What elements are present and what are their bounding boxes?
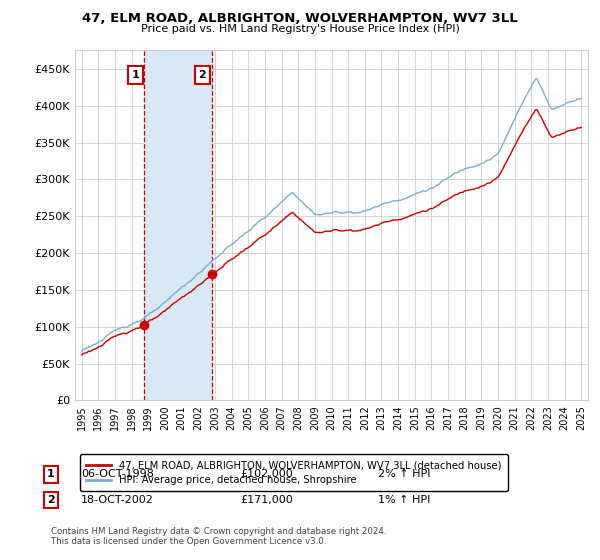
Legend: 47, ELM ROAD, ALBRIGHTON, WOLVERHAMPTON, WV7 3LL (detached house), HPI: Average : 47, ELM ROAD, ALBRIGHTON, WOLVERHAMPTON,… [80, 454, 508, 492]
Text: Price paid vs. HM Land Registry's House Price Index (HPI): Price paid vs. HM Land Registry's House … [140, 24, 460, 34]
Text: 47, ELM ROAD, ALBRIGHTON, WOLVERHAMPTON, WV7 3LL: 47, ELM ROAD, ALBRIGHTON, WOLVERHAMPTON,… [82, 12, 518, 25]
Text: 06-OCT-1998: 06-OCT-1998 [81, 469, 154, 479]
Text: 18-OCT-2002: 18-OCT-2002 [81, 495, 154, 505]
Text: £171,000: £171,000 [240, 495, 293, 505]
Text: 2: 2 [47, 495, 55, 505]
Text: 2% ↑ HPI: 2% ↑ HPI [378, 469, 431, 479]
Text: 1: 1 [47, 469, 55, 479]
Text: Contains HM Land Registry data © Crown copyright and database right 2024.
This d: Contains HM Land Registry data © Crown c… [51, 526, 386, 546]
Text: 1: 1 [131, 70, 139, 80]
Bar [145, 50, 212, 400]
Text: 1% ↑ HPI: 1% ↑ HPI [378, 495, 430, 505]
Text: 2: 2 [199, 70, 206, 80]
Text: £102,000: £102,000 [240, 469, 293, 479]
